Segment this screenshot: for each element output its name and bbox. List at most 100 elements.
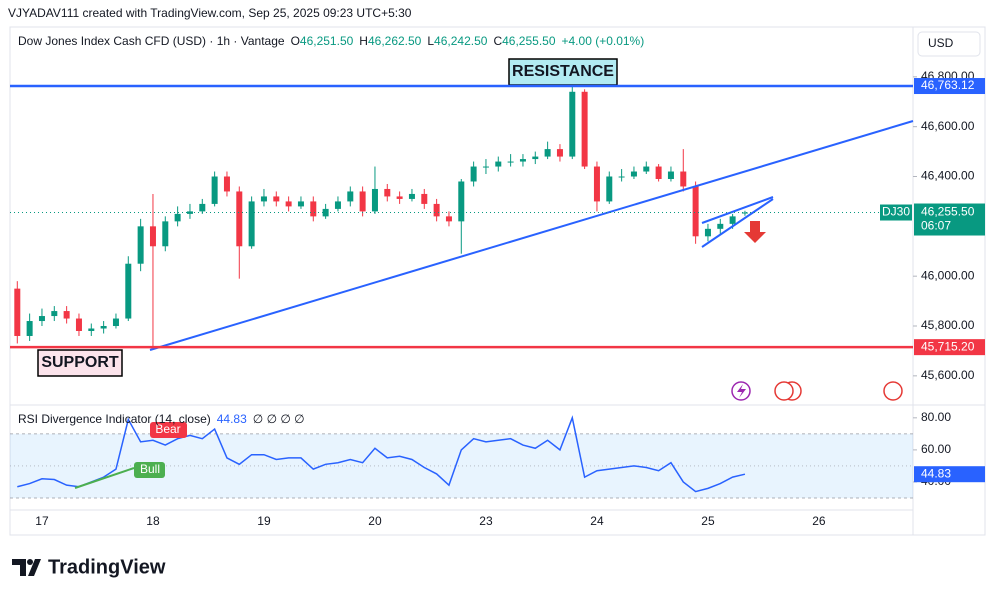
candle-body <box>285 201 292 207</box>
x-tick-label: 17 <box>35 514 49 528</box>
rsi-value: 44.83 <box>217 412 247 426</box>
candle-body <box>162 221 169 247</box>
c-key: C <box>493 34 502 48</box>
legend: Dow Jones Index Cash CFD (USD) · 1h · Va… <box>18 34 644 48</box>
candle-body <box>396 196 403 199</box>
frame <box>9 26 986 536</box>
change: +4.00 (+0.01%) <box>562 34 645 48</box>
candle-body <box>322 208 329 217</box>
candle-body <box>729 216 736 224</box>
credit: VJYADAV111 created with TradingView.com,… <box>8 6 412 20</box>
level-tag <box>914 339 985 356</box>
y-tick-label: 45,800.00 <box>921 318 975 332</box>
candle-body <box>359 191 366 212</box>
x-tick-label: 26 <box>812 514 826 528</box>
candle-body <box>384 188 391 197</box>
y-tick-label: 46,400.00 <box>921 169 975 183</box>
candle-body <box>149 226 156 247</box>
candle-body <box>532 156 539 160</box>
candle-body <box>297 201 304 207</box>
level-label: 46,763.12 <box>921 78 975 92</box>
candle-body <box>717 223 724 229</box>
x-tick-label: 23 <box>479 514 493 528</box>
candle-body <box>507 161 514 163</box>
candle-body <box>236 191 243 247</box>
logo-dot <box>27 559 33 565</box>
event-icon-bolt <box>737 384 746 398</box>
y-tick-label: 46,600.00 <box>921 119 975 133</box>
currency-button[interactable] <box>917 31 981 57</box>
rsi-extra: ∅ ∅ ∅ ∅ <box>253 412 305 426</box>
flag-icon[interactable] <box>883 381 903 401</box>
candle-body <box>63 311 70 319</box>
candle-body <box>223 176 230 192</box>
candle-body <box>655 166 662 179</box>
candle-body <box>593 166 600 202</box>
candle-body <box>606 176 613 202</box>
logo-mark <box>12 559 41 576</box>
candle-body <box>310 201 317 217</box>
price-pane <box>14 81 748 346</box>
logo: TradingView <box>48 556 166 578</box>
candle-body <box>137 226 144 264</box>
candle-body <box>741 212 748 214</box>
candle-body <box>174 213 181 222</box>
bear-label: Bear <box>155 422 180 436</box>
l-key: L <box>427 34 434 48</box>
x-tick-label: 25 <box>701 514 715 528</box>
y-tick-label: 80.00 <box>921 410 951 424</box>
candle-body <box>581 91 588 167</box>
resistance-label: RESISTANCE <box>512 63 614 80</box>
wedge-upper <box>701 196 774 224</box>
rsi-name: RSI Divergence Indicator (14, close) <box>18 412 211 426</box>
candle-body <box>371 188 378 212</box>
currency[interactable]: USD <box>928 36 954 50</box>
candle-body <box>544 149 551 157</box>
flag-icon[interactable] <box>774 381 794 401</box>
symbol: Dow Jones Index Cash CFD (USD) · 1h · Va… <box>18 34 285 48</box>
candle-body <box>347 191 354 202</box>
bull-divergence <box>74 467 135 489</box>
candle-body <box>211 176 218 204</box>
candle-body <box>495 161 502 167</box>
candle-body <box>618 176 625 178</box>
level-tag <box>914 78 985 95</box>
candle-body <box>112 318 119 327</box>
y-tick-label: 46,000.00 <box>921 268 975 282</box>
candle-body <box>186 211 193 214</box>
candle-body <box>38 316 45 322</box>
candle-body <box>334 201 341 209</box>
candle-body <box>667 171 674 179</box>
candle-body <box>75 318 82 331</box>
h-key: H <box>359 34 368 48</box>
countdown: 06:07 <box>921 219 951 233</box>
candle-body <box>26 321 33 336</box>
candle-body <box>643 166 650 172</box>
y-tick-label: 60.00 <box>921 442 951 456</box>
rsi-value-tag <box>914 466 985 483</box>
candle-body <box>630 171 637 177</box>
symbol-tag: DJ30 <box>882 205 910 219</box>
rsi-line <box>17 415 746 493</box>
rsi-legend: RSI Divergence Indicator (14, close) 44.8… <box>18 412 305 426</box>
candle-body <box>51 311 58 317</box>
candle-body <box>692 186 699 237</box>
candle-body <box>482 166 489 168</box>
y-tick-label: 45,600.00 <box>921 368 975 382</box>
candle-body <box>273 196 280 202</box>
bull-tag <box>134 462 165 478</box>
o-key: O <box>291 34 300 48</box>
x-tick-label: 20 <box>368 514 382 528</box>
symbol-tag-box <box>880 204 912 221</box>
support-box <box>37 349 123 377</box>
resistance-box <box>508 58 618 86</box>
x-tick-label: 24 <box>590 514 604 528</box>
bull-label: Bull <box>140 462 160 476</box>
candle-body <box>199 203 206 212</box>
candle-body <box>470 166 477 182</box>
candle-body <box>680 171 687 187</box>
open: 46,251.50 <box>300 34 354 48</box>
candle-body <box>445 216 452 222</box>
